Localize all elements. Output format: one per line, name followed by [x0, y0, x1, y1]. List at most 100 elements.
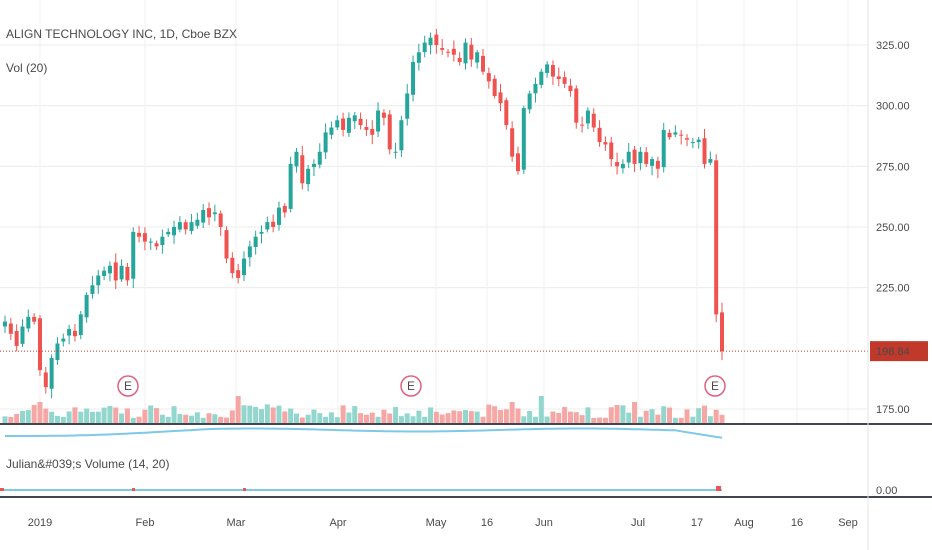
volume-bar [503, 409, 509, 424]
volume-bar [608, 407, 614, 424]
candle-body [335, 120, 340, 128]
candle-body [311, 163, 316, 168]
time-axis[interactable]: 2019 Feb Mar Apr May 16 Jun Jul 17 Aug 16 Sep [28, 517, 858, 529]
candle-body [148, 241, 153, 243]
candle-body [142, 233, 147, 242]
volume-bar [60, 416, 66, 424]
volume-bar [113, 407, 119, 424]
volume-average-line [5, 427, 723, 439]
candle-body [638, 151, 643, 164]
candle-body [527, 93, 532, 110]
time-tick: 17 [691, 517, 703, 529]
volume-bar [107, 405, 113, 424]
candle-body [655, 160, 660, 169]
price-tick: 325.00 [876, 40, 910, 52]
candle-body [323, 132, 328, 153]
volume-bar [416, 410, 422, 424]
volume-bar [521, 416, 527, 424]
candle-body [26, 316, 31, 329]
earnings-marker-label: E [711, 379, 719, 393]
volume-bar [235, 396, 241, 424]
candle-body [172, 227, 177, 236]
candle-body [96, 275, 101, 286]
volume-bar [95, 411, 101, 424]
volume-bar [509, 402, 515, 424]
candle-body [341, 118, 346, 130]
candle-body [253, 236, 258, 248]
price-axis[interactable]: 325.00 300.00 275.00 250.00 225.00 175.00 [876, 40, 910, 416]
candle-body [492, 78, 497, 96]
candle-body [189, 222, 194, 231]
volume-bar [282, 411, 288, 424]
candle-body [212, 212, 217, 215]
time-tick: Apr [329, 517, 346, 529]
candle-body [428, 37, 433, 46]
volume-bar [439, 414, 445, 424]
volume-bar [124, 408, 130, 424]
volume-bar [468, 411, 474, 424]
candle-body [574, 88, 579, 123]
volume-indicator-label: Vol (20) [6, 61, 47, 75]
candle-body [119, 265, 124, 280]
volume-bar [194, 412, 200, 424]
volume-bar [101, 407, 107, 424]
volume-bars [2, 396, 725, 424]
volume-bar [428, 407, 434, 424]
candle-body [160, 236, 165, 245]
volume-bar [14, 414, 20, 424]
volume-bar [288, 408, 294, 424]
volume-bar [538, 396, 544, 424]
candle-body [720, 312, 724, 352]
candlesticks [3, 28, 724, 399]
candle-body [242, 258, 246, 276]
candle-body [469, 44, 474, 60]
volume-bar [672, 417, 678, 424]
volume-bar [719, 414, 725, 424]
volume-bar [585, 407, 591, 424]
candle-body [399, 120, 404, 151]
lower-marker [0, 488, 4, 491]
earnings-marker[interactable] [117, 375, 139, 397]
volume-bar [422, 416, 428, 424]
volume-bar [241, 405, 247, 424]
candle-body [72, 330, 77, 337]
last-price-badge: 198.84 [870, 341, 928, 362]
volume-bar [527, 411, 533, 424]
candle-body [125, 266, 130, 281]
candle-body [463, 42, 468, 64]
time-tick: Jul [631, 517, 645, 529]
candle-body [14, 331, 19, 346]
volume-bar [340, 405, 346, 424]
candle-body [107, 265, 112, 274]
candle-body [457, 57, 462, 62]
volume-bar [381, 409, 387, 424]
lower-marker [243, 488, 246, 491]
volume-bar [655, 414, 661, 424]
volume-bar [637, 416, 643, 424]
candle-body [486, 73, 491, 82]
candle-body [644, 152, 649, 164]
candle-body [661, 129, 666, 168]
volume-bar [54, 415, 60, 424]
volume-bar [159, 414, 165, 424]
volume-bar [393, 406, 399, 424]
candle-body [376, 110, 381, 132]
volume-bar [334, 417, 340, 424]
grid-lines [0, 0, 868, 424]
volume-bar [31, 404, 37, 424]
time-tick: Aug [734, 517, 754, 529]
earnings-marker[interactable] [400, 375, 422, 397]
candle-body [416, 52, 421, 63]
candle-body [137, 232, 142, 237]
price-tick: 275.00 [876, 161, 910, 173]
candle-body [32, 316, 37, 322]
volume-bar [189, 415, 195, 424]
volume-bar [218, 416, 224, 424]
candle-body [632, 149, 637, 164]
earnings-marker[interactable] [704, 375, 726, 397]
volume-bar [136, 416, 142, 424]
volume-bar [8, 416, 14, 424]
volume-bar [398, 416, 404, 424]
candle-body [545, 64, 550, 73]
